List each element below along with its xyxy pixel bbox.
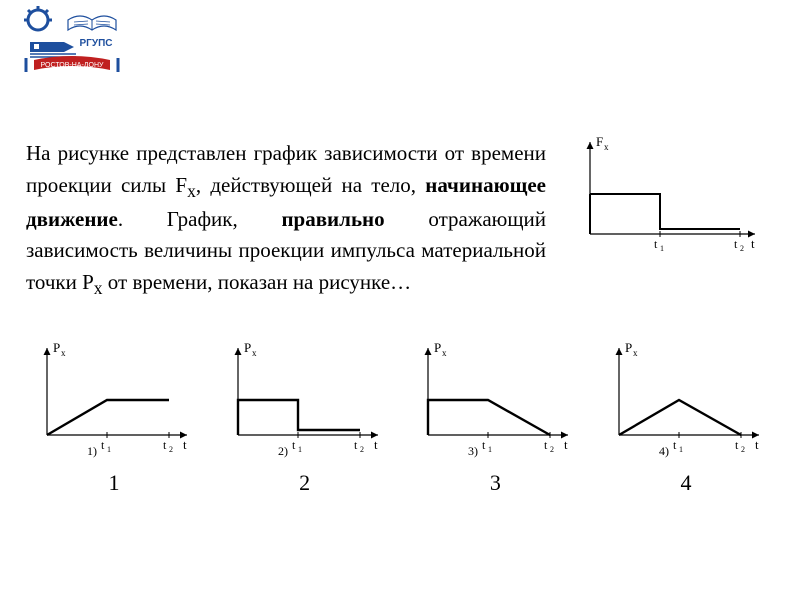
svg-text:t: t bbox=[673, 438, 677, 452]
svg-text:t: t bbox=[374, 437, 378, 452]
q-sub2: x bbox=[94, 278, 103, 298]
option-2: Pxtt1t22) 2 bbox=[217, 340, 393, 496]
svg-text:t: t bbox=[654, 237, 658, 251]
svg-text:2: 2 bbox=[741, 445, 745, 454]
svg-text:1: 1 bbox=[679, 445, 683, 454]
svg-text:1: 1 bbox=[660, 244, 664, 253]
q-sub1: x bbox=[187, 181, 196, 201]
svg-text:P: P bbox=[244, 340, 251, 355]
university-logo: РОСТОВ-НА-ДОНУ РГУПС bbox=[24, 6, 120, 84]
option-4: Pxtt1t24) 4 bbox=[598, 340, 774, 496]
svg-text:2: 2 bbox=[169, 445, 173, 454]
svg-text:2): 2) bbox=[278, 444, 288, 458]
option-1: Pxtt1t21) 1 bbox=[26, 340, 202, 496]
svg-text:t: t bbox=[354, 438, 358, 452]
svg-text:t: t bbox=[544, 438, 548, 452]
svg-text:2: 2 bbox=[550, 445, 554, 454]
q-part5: от времени, показан на рисунке… bbox=[103, 270, 412, 294]
svg-text:t: t bbox=[564, 437, 568, 452]
svg-text:2: 2 bbox=[360, 445, 364, 454]
option-3: Pxtt1t23) 3 bbox=[407, 340, 583, 496]
svg-text:1: 1 bbox=[488, 445, 492, 454]
svg-text:t: t bbox=[163, 438, 167, 452]
svg-text:t: t bbox=[183, 437, 187, 452]
force-time-chart: Fxtt1t2 bbox=[570, 134, 770, 274]
q-bold2: правильно bbox=[281, 207, 384, 231]
option-3-label: 3 bbox=[490, 470, 501, 496]
svg-text:t: t bbox=[735, 438, 739, 452]
option-1-label: 1 bbox=[109, 470, 120, 496]
svg-text:F: F bbox=[596, 134, 603, 149]
answer-options: Pxtt1t21) 1 Pxtt1t22) 2 Pxtt1t23) 3 Pxtt… bbox=[26, 340, 774, 496]
svg-text:P: P bbox=[53, 340, 60, 355]
svg-text:4): 4) bbox=[659, 444, 669, 458]
option-4-label: 4 bbox=[680, 470, 691, 496]
svg-text:t: t bbox=[755, 437, 759, 452]
svg-text:1): 1) bbox=[87, 444, 97, 458]
svg-text:x: x bbox=[252, 348, 257, 358]
svg-text:P: P bbox=[625, 340, 632, 355]
svg-text:x: x bbox=[442, 348, 447, 358]
svg-text:x: x bbox=[604, 142, 609, 152]
logo-text: РГУПС bbox=[80, 38, 113, 49]
svg-text:P: P bbox=[434, 340, 441, 355]
svg-text:t: t bbox=[292, 438, 296, 452]
svg-text:РОСТОВ-НА-ДОНУ: РОСТОВ-НА-ДОНУ bbox=[41, 62, 104, 69]
svg-text:t: t bbox=[751, 236, 755, 251]
svg-text:t: t bbox=[482, 438, 486, 452]
svg-text:1: 1 bbox=[107, 445, 111, 454]
q-part3: . График, bbox=[118, 207, 282, 231]
svg-text:t: t bbox=[734, 237, 738, 251]
svg-text:2: 2 bbox=[740, 244, 744, 253]
svg-text:x: x bbox=[633, 348, 638, 358]
option-2-label: 2 bbox=[299, 470, 310, 496]
question-text: На рисунке представлен график зависимост… bbox=[26, 138, 546, 301]
svg-text:t: t bbox=[101, 438, 105, 452]
svg-text:1: 1 bbox=[298, 445, 302, 454]
svg-text:3): 3) bbox=[468, 444, 478, 458]
svg-text:x: x bbox=[61, 348, 66, 358]
q-part2: , действующей на тело, bbox=[196, 173, 425, 197]
